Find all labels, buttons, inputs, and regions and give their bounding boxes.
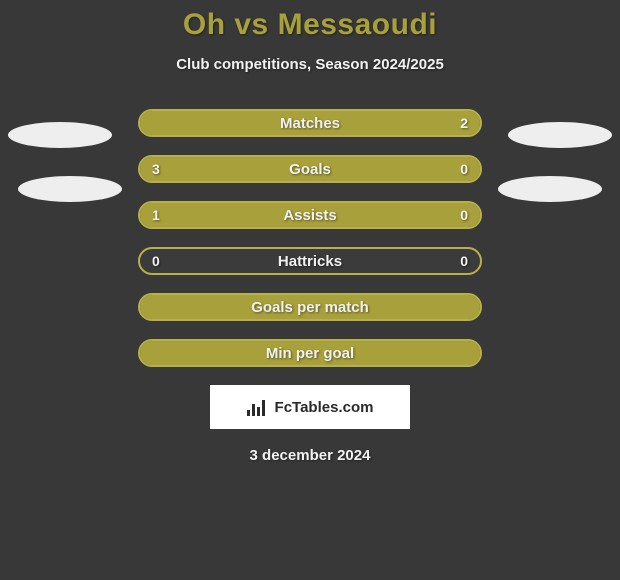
stat-value-left: 0: [152, 249, 160, 273]
comparison-card: Oh vs Messaoudi Club competitions, Seaso…: [0, 0, 620, 580]
stat-label: Goals: [140, 157, 480, 181]
player-right-avatar-2: [498, 176, 602, 202]
subtitle: Club competitions, Season 2024/2025: [0, 56, 620, 73]
stat-value-right: 0: [460, 157, 468, 181]
brand-badge: FcTables.com: [210, 385, 410, 429]
stat-row: Assists1 0: [138, 201, 482, 229]
stat-row: Goals per match: [138, 293, 482, 321]
stat-value-right: 2: [460, 111, 468, 135]
stat-row: Matches2: [138, 109, 482, 137]
stat-row: Hattricks0 0: [138, 247, 482, 275]
fctables-icon: [247, 398, 269, 416]
stat-value-left: 3: [152, 157, 160, 181]
stat-value-right: 0: [460, 249, 468, 273]
stat-value-right: 0: [460, 203, 468, 227]
stat-row: Goals3 0: [138, 155, 482, 183]
stats-list: Matches2Goals30Assists10Hattricks00Goals…: [0, 109, 620, 367]
player-left-avatar-2: [18, 176, 122, 202]
stat-row: Min per goal: [138, 339, 482, 367]
stat-label: Min per goal: [140, 341, 480, 365]
page-title: Oh vs Messaoudi: [0, 0, 620, 42]
brand-text: FcTables.com: [275, 399, 374, 416]
stat-label: Assists: [140, 203, 480, 227]
player-right-avatar-1: [508, 122, 612, 148]
player-left-avatar-1: [8, 122, 112, 148]
stat-label: Hattricks: [140, 249, 480, 273]
stat-value-left: 1: [152, 203, 160, 227]
stat-label: Goals per match: [140, 295, 480, 319]
stat-label: Matches: [140, 111, 480, 135]
date-label: 3 december 2024: [0, 447, 620, 464]
